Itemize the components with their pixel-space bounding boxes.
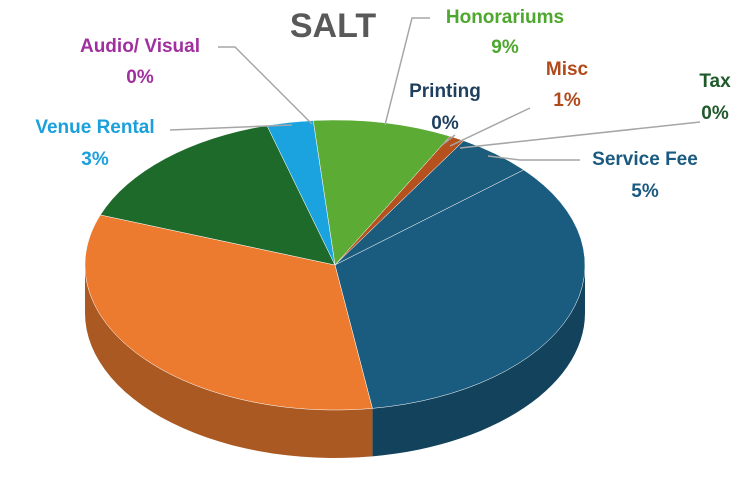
leader-line — [487, 155, 580, 161]
pie-tops — [84, 119, 586, 411]
slice — [312, 119, 451, 266]
slice-label: Tax — [699, 71, 731, 92]
slice-label: Service Fee — [592, 149, 698, 170]
slice-label: Audio/ Visual — [80, 36, 200, 57]
leader-line — [169, 124, 293, 131]
slice-side — [372, 265, 585, 457]
leader-line — [384, 17, 430, 126]
slice-label: Honorariums — [446, 7, 564, 28]
slice — [99, 125, 336, 266]
chart-title: SALT — [290, 7, 376, 45]
slice — [334, 169, 586, 409]
value-label: 0% — [431, 113, 459, 134]
slice — [84, 214, 373, 411]
pie — [84, 119, 586, 458]
value-label: 0% — [701, 103, 729, 124]
slice — [313, 120, 335, 266]
slice-label: Printing — [409, 81, 481, 102]
leader-line — [441, 134, 456, 146]
leader-line — [218, 46, 313, 125]
slice-side — [85, 265, 373, 458]
leader-line — [449, 107, 531, 147]
slice-label: Misc — [546, 59, 589, 80]
value-label: 5% — [631, 181, 659, 202]
value-label: 9% — [491, 37, 519, 58]
leader-line — [459, 121, 701, 149]
leader-lines — [169, 17, 701, 161]
pie-sides — [85, 265, 585, 458]
value-label: 3% — [81, 149, 109, 170]
slice-label: Venue Rental — [35, 117, 154, 138]
value-label: 1% — [553, 90, 581, 111]
value-label: 0% — [126, 67, 154, 88]
